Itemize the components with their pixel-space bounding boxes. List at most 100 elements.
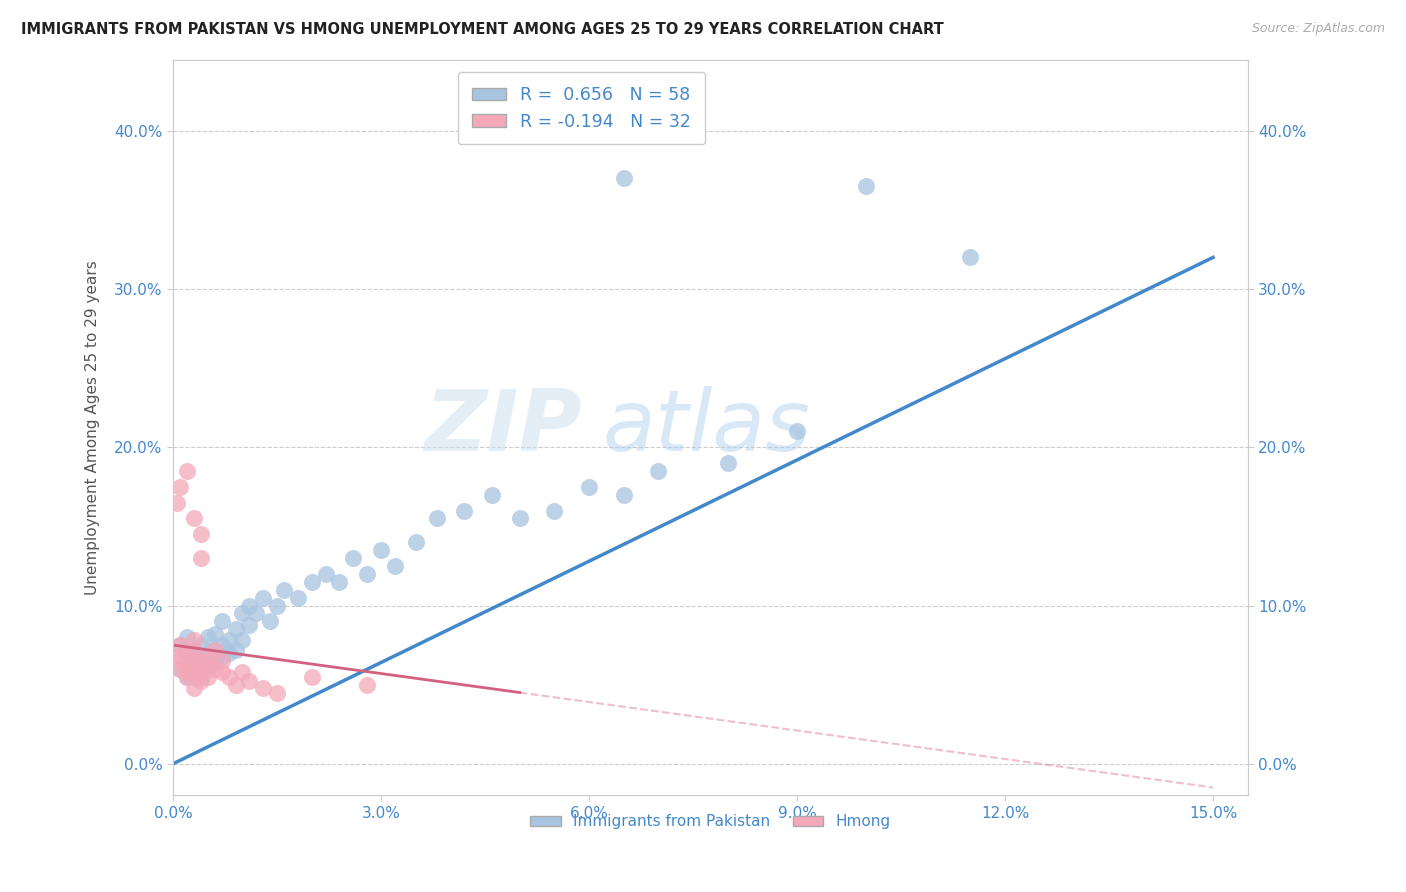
Point — [301, 670, 323, 684]
Point — [211, 638, 233, 652]
Point — [959, 251, 981, 265]
Point — [169, 638, 191, 652]
Point — [190, 658, 212, 673]
Point — [183, 654, 205, 668]
Point — [176, 646, 198, 660]
Point — [266, 685, 288, 699]
Point — [453, 503, 475, 517]
Point — [287, 591, 309, 605]
Point — [176, 649, 198, 664]
Point — [197, 630, 219, 644]
Point — [169, 638, 191, 652]
Point — [190, 670, 212, 684]
Point — [211, 665, 233, 679]
Point — [183, 654, 205, 668]
Y-axis label: Unemployment Among Ages 25 to 29 years: Unemployment Among Ages 25 to 29 years — [86, 260, 100, 595]
Point — [266, 599, 288, 613]
Point — [183, 681, 205, 695]
Point — [218, 633, 240, 648]
Point — [481, 488, 503, 502]
Point — [211, 649, 233, 664]
Text: ZIP: ZIP — [423, 386, 582, 469]
Point — [238, 674, 260, 689]
Point — [405, 535, 427, 549]
Point — [190, 674, 212, 689]
Point — [190, 551, 212, 566]
Point — [647, 464, 669, 478]
Point — [218, 646, 240, 660]
Point — [231, 607, 253, 621]
Point — [176, 630, 198, 644]
Point — [717, 456, 740, 470]
Point — [176, 464, 198, 478]
Point — [190, 527, 212, 541]
Point — [204, 642, 226, 657]
Point — [238, 599, 260, 613]
Point — [252, 681, 274, 695]
Point — [613, 171, 636, 186]
Point — [224, 622, 246, 636]
Point — [578, 480, 600, 494]
Point — [176, 658, 198, 673]
Point — [166, 654, 188, 668]
Point — [425, 511, 447, 525]
Point — [190, 665, 212, 679]
Point — [204, 627, 226, 641]
Point — [183, 642, 205, 657]
Point — [197, 649, 219, 664]
Point — [370, 543, 392, 558]
Point — [204, 654, 226, 668]
Point — [356, 678, 378, 692]
Point — [197, 654, 219, 668]
Point — [315, 566, 337, 581]
Point — [183, 642, 205, 657]
Point — [183, 670, 205, 684]
Point — [183, 646, 205, 660]
Point — [224, 642, 246, 657]
Point — [384, 558, 406, 573]
Point — [211, 615, 233, 629]
Point — [855, 179, 877, 194]
Point — [218, 670, 240, 684]
Point — [190, 654, 212, 668]
Point — [176, 670, 198, 684]
Point — [183, 511, 205, 525]
Point — [169, 662, 191, 676]
Point — [543, 503, 565, 517]
Point — [176, 670, 198, 684]
Point — [356, 566, 378, 581]
Point — [183, 662, 205, 676]
Point — [252, 591, 274, 605]
Point — [169, 649, 191, 664]
Text: atlas: atlas — [603, 386, 811, 469]
Point — [166, 496, 188, 510]
Point — [183, 665, 205, 679]
Point — [197, 646, 219, 660]
Point — [190, 638, 212, 652]
Point — [613, 488, 636, 502]
Point — [328, 574, 350, 589]
Point — [301, 574, 323, 589]
Point — [190, 649, 212, 664]
Point — [273, 582, 295, 597]
Point — [211, 654, 233, 668]
Point — [169, 662, 191, 676]
Point — [183, 633, 205, 648]
Point — [231, 633, 253, 648]
Point — [204, 662, 226, 676]
Legend: Immigrants from Pakistan, Hmong: Immigrants from Pakistan, Hmong — [524, 808, 897, 836]
Point — [183, 662, 205, 676]
Point — [176, 665, 198, 679]
Point — [245, 607, 267, 621]
Point — [204, 642, 226, 657]
Point — [786, 425, 808, 439]
Point — [169, 480, 191, 494]
Text: IMMIGRANTS FROM PAKISTAN VS HMONG UNEMPLOYMENT AMONG AGES 25 TO 29 YEARS CORRELA: IMMIGRANTS FROM PAKISTAN VS HMONG UNEMPL… — [21, 22, 943, 37]
Text: Source: ZipAtlas.com: Source: ZipAtlas.com — [1251, 22, 1385, 36]
Point — [231, 665, 253, 679]
Point — [224, 678, 246, 692]
Point — [197, 658, 219, 673]
Point — [197, 662, 219, 676]
Point — [342, 551, 364, 566]
Point — [238, 617, 260, 632]
